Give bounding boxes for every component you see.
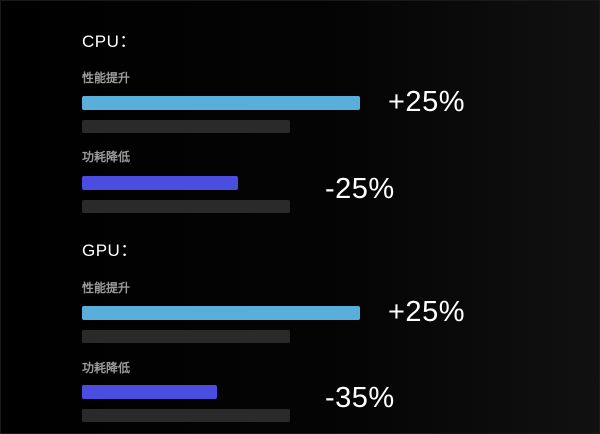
- cpu-performance-value: +25%: [388, 86, 465, 118]
- cpu-performance-label: 性能提升: [82, 71, 131, 85]
- gpu-power-track: [82, 409, 290, 422]
- gpu-power-value: -35%: [325, 382, 395, 414]
- gpu-performance-bar: [82, 306, 360, 320]
- gpu-performance-value: +25%: [388, 296, 465, 328]
- cpu-power-track: [82, 200, 290, 213]
- gpu-section-title: GPU：: [82, 241, 138, 260]
- gpu-power-bar: [82, 385, 217, 399]
- cpu-power-value: -25%: [325, 173, 395, 205]
- gpu-performance-label: 性能提升: [82, 281, 131, 295]
- gpu-power-label: 功耗降低: [82, 361, 131, 375]
- cpu-section-title: CPU：: [82, 32, 137, 51]
- cpu-performance-track: [82, 120, 290, 133]
- cpu-power-bar: [82, 176, 238, 190]
- cpu-power-label: 功耗降低: [82, 150, 131, 164]
- gpu-performance-track: [82, 330, 290, 343]
- cpu-performance-bar: [82, 96, 360, 110]
